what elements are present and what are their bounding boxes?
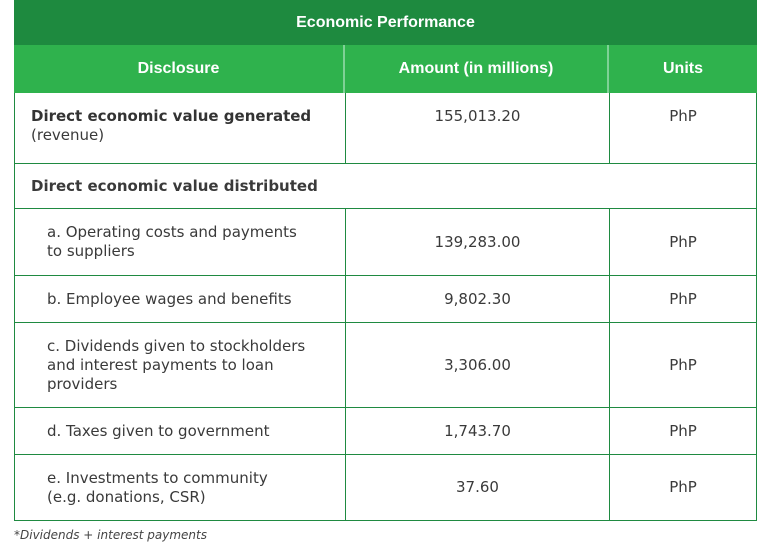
header-disclosure: Disclosure: [14, 45, 345, 93]
unit-cell: PhP: [609, 93, 757, 164]
section-row: Direct economic value distributed: [14, 164, 757, 209]
disclosure-bold-label: Direct economic value generated: [31, 107, 312, 125]
table-header: Disclosure Amount (in millions) Units: [14, 45, 757, 93]
table-row: Direct economic value generated (revenue…: [14, 93, 757, 164]
table-row: b. Employee wages and benefits 9,802.30 …: [14, 276, 757, 323]
unit-cell: PhP: [609, 455, 757, 521]
unit-cell: PhP: [609, 323, 757, 408]
table-row: d. Taxes given to government 1,743.70 Ph…: [14, 408, 757, 455]
disclosure-cell: b. Employee wages and benefits: [14, 276, 345, 323]
disclosure-cell: Direct economic value generated (revenue…: [14, 93, 345, 164]
disclosure-label: d. Taxes given to government: [47, 422, 270, 440]
disclosure-label: e. Investments to community (e.g. donati…: [47, 469, 268, 506]
section-label: Direct economic value distributed: [14, 164, 757, 209]
amount-cell: 9,802.30: [345, 276, 609, 323]
disclosure-label: a. Operating costs and payments to suppl…: [47, 223, 297, 260]
table-row: c. Dividends given to stockholders and i…: [14, 323, 757, 408]
amount-cell: 139,283.00: [345, 209, 609, 276]
amount-cell: 155,013.20: [345, 93, 609, 164]
table-row: e. Investments to community (e.g. donati…: [14, 455, 757, 521]
amount-cell: 37.60: [345, 455, 609, 521]
disclosure-cell: c. Dividends given to stockholders and i…: [14, 323, 345, 408]
amount-cell: 1,743.70: [345, 408, 609, 455]
footnote: *Dividends + interest payments: [14, 528, 207, 542]
unit-cell: PhP: [609, 276, 757, 323]
amount-cell: 3,306.00: [345, 323, 609, 408]
disclosure-cell: d. Taxes given to government: [14, 408, 345, 455]
header-amount: Amount (in millions): [345, 45, 609, 93]
disclosure-cell: e. Investments to community (e.g. donati…: [14, 455, 345, 521]
table-title: Economic Performance: [14, 0, 757, 45]
unit-cell: PhP: [609, 209, 757, 276]
disclosure-label-rest: (revenue): [31, 126, 105, 144]
unit-cell: PhP: [609, 408, 757, 455]
disclosure-label: b. Employee wages and benefits: [47, 290, 292, 308]
table-row: a. Operating costs and payments to suppl…: [14, 209, 757, 276]
disclosure-label: c. Dividends given to stockholders and i…: [47, 337, 306, 393]
disclosure-cell: a. Operating costs and payments to suppl…: [14, 209, 345, 276]
header-units: Units: [663, 60, 703, 77]
